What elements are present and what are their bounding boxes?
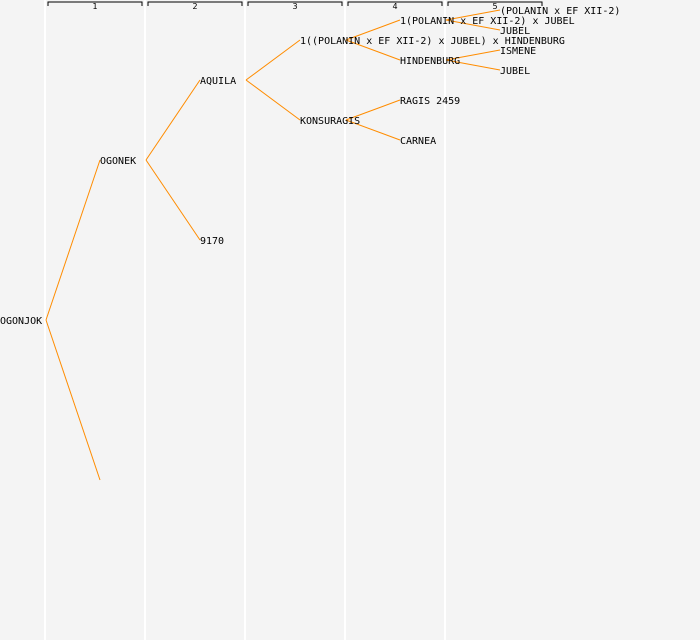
animal-name-label[interactable]: 1((POLANIN x EF XII-2) x JUBEL) x HINDEN… [300,36,565,47]
generation-bracket [247,1,343,6]
animal-name-label[interactable]: JUBEL [500,66,530,77]
pedigree-branch [145,79,201,161]
pedigree-branch [445,19,501,31]
animal-name-label[interactable]: AQUILA [200,76,236,87]
animal-name-label[interactable]: OGONEK [100,156,136,167]
pedigree-branch [345,119,401,141]
pedigree-branch [245,79,301,121]
pedigree-labels: OGONJOK OGONEK AQUILA 9170 1((POLANIN x EF X… [0,6,620,327]
column-dividers [44,0,446,640]
generation-number: 4 [392,2,397,11]
pedigree-branch [45,319,101,481]
generation-number: 3 [292,2,297,11]
animal-name-label[interactable]: (POLANIN x EF XII-2) [500,6,620,17]
pedigree-branch [245,39,301,81]
animal-name-label[interactable]: 1(POLANIN x EF XII-2) x JUBEL [400,16,575,27]
generation-bracket [147,1,243,6]
generation-bracket [47,1,143,6]
animal-name-label[interactable]: KONSURAGIS [300,116,360,127]
pedigree-branch [345,39,401,61]
generation-number: 5 [492,2,497,11]
generation-number: 2 [192,2,197,11]
pedigree-branches [45,9,501,481]
generation-number: 1 [92,2,97,11]
pedigree-branch [345,99,401,121]
pedigree-branch [145,159,201,241]
animal-name-label[interactable]: CARNEA [400,136,436,147]
animal-name-label[interactable]: 9170 [200,236,224,247]
animal-name-label[interactable]: ISMENE [500,46,536,57]
pedigree-branch [445,49,501,61]
animal-name-label[interactable]: OGONJOK [0,316,42,327]
generation-bracket [347,1,443,6]
pedigree-branch [445,59,501,71]
pedigree-branch [345,19,401,41]
pedigree-branch [445,9,501,21]
animal-name-label[interactable]: HINDENBURG [400,56,460,67]
animal-name-label[interactable]: RAGIS 2459 [400,96,460,107]
animal-name-label[interactable]: JUBEL [500,26,530,37]
generation-bracket [447,1,543,6]
generation-headers: 1 2 3 4 5 [47,1,543,11]
pedigree-branch [45,159,101,321]
